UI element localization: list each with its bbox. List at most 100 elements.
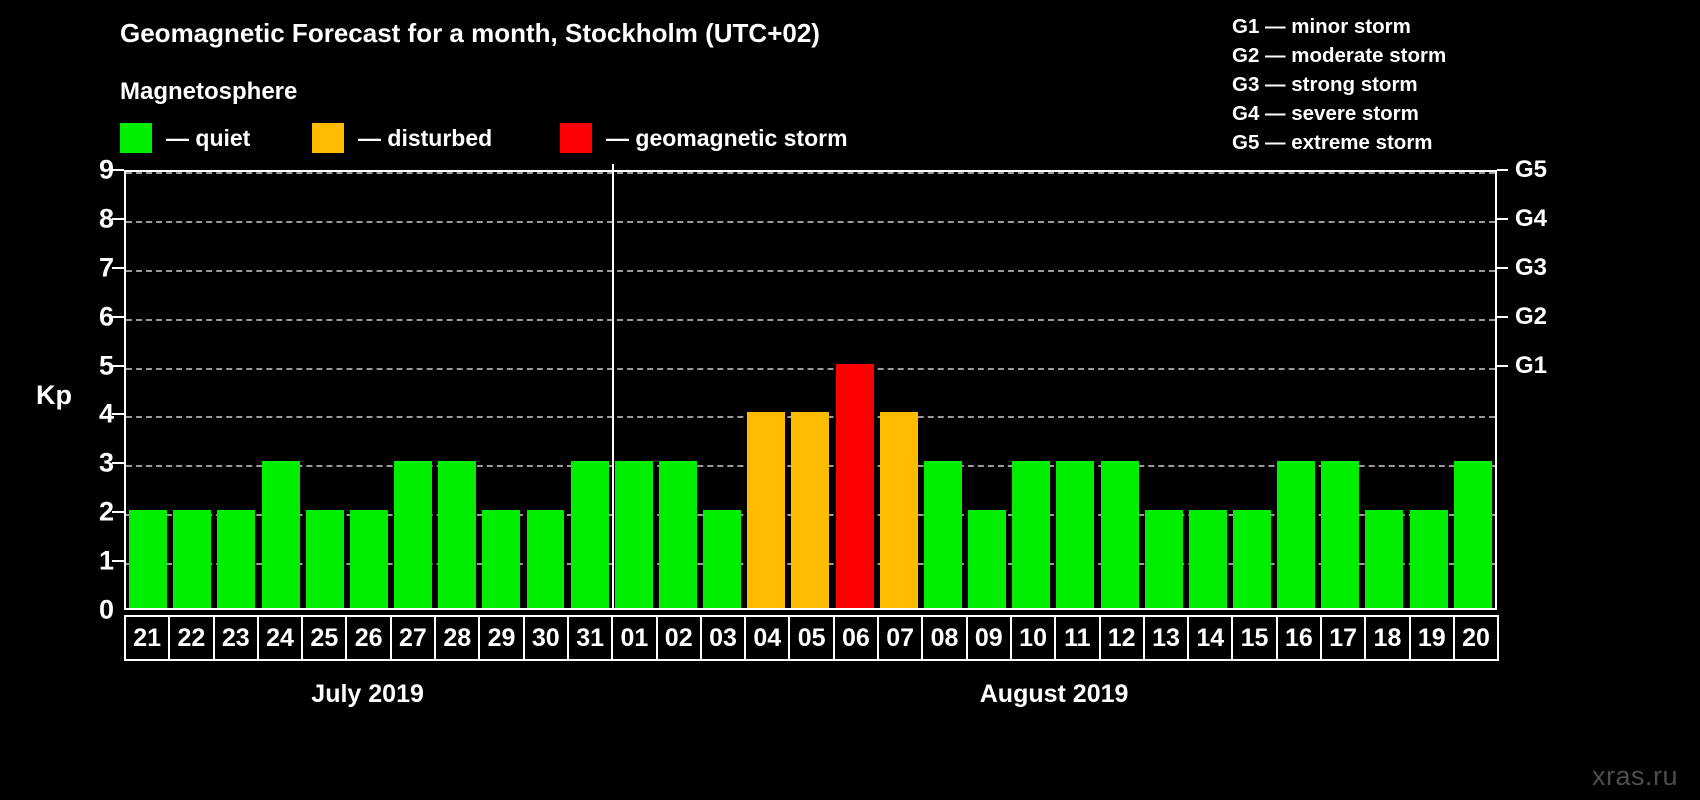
day-label-18[interactable]: 18 [1364, 615, 1411, 661]
bar-slot-08[interactable] [921, 172, 965, 608]
g-scale-row-5: G5 — extreme storm [1232, 131, 1433, 154]
bar-02[interactable] [658, 461, 697, 608]
day-label-26[interactable]: 26 [345, 615, 392, 661]
bar-slot-20[interactable] [1451, 172, 1495, 608]
day-label-24[interactable]: 24 [256, 615, 304, 661]
bar-slot-22[interactable] [170, 172, 214, 608]
day-label-22[interactable]: 22 [168, 615, 215, 661]
day-label-14[interactable]: 14 [1187, 615, 1234, 661]
bar-slot-11[interactable] [1053, 172, 1097, 608]
day-label-10[interactable]: 10 [1009, 615, 1057, 661]
day-label-11[interactable]: 11 [1054, 615, 1101, 661]
day-label-15[interactable]: 15 [1231, 615, 1278, 661]
bar-slot-14[interactable] [1186, 172, 1230, 608]
bar-slot-27[interactable] [391, 172, 435, 608]
bar-17[interactable] [1321, 461, 1360, 608]
day-label-30[interactable]: 30 [522, 615, 569, 661]
bar-01[interactable] [614, 461, 653, 608]
bar-29[interactable] [482, 510, 521, 608]
day-label-04[interactable]: 04 [744, 615, 791, 661]
bar-28[interactable] [438, 461, 477, 608]
day-label-27[interactable]: 27 [389, 615, 437, 661]
bar-22[interactable] [173, 510, 212, 608]
day-label-29[interactable]: 29 [478, 615, 525, 661]
day-label-25[interactable]: 25 [301, 615, 348, 661]
bar-24[interactable] [261, 461, 300, 608]
bar-slot-30[interactable] [523, 172, 567, 608]
y-tick-mark-2 [112, 511, 124, 514]
bar-slot-06[interactable] [833, 172, 877, 608]
bar-slot-21[interactable] [126, 172, 170, 608]
bar-26[interactable] [349, 510, 388, 608]
day-label-20[interactable]: 20 [1452, 615, 1500, 661]
bar-slot-26[interactable] [347, 172, 391, 608]
bar-slot-12[interactable] [1097, 172, 1141, 608]
day-label-03[interactable]: 03 [699, 615, 747, 661]
bar-25[interactable] [305, 510, 344, 608]
bar-slot-23[interactable] [214, 172, 258, 608]
y-tick-label-7: 7 [98, 252, 114, 283]
bar-20[interactable] [1453, 461, 1492, 608]
bar-10[interactable] [1012, 461, 1051, 608]
bar-07[interactable] [879, 412, 918, 608]
bar-slot-05[interactable] [788, 172, 832, 608]
bar-slot-17[interactable] [1318, 172, 1362, 608]
day-label-07[interactable]: 07 [877, 615, 924, 661]
bar-12[interactable] [1100, 461, 1139, 608]
legend-swatch-quiet [120, 123, 152, 153]
bar-slot-07[interactable] [877, 172, 921, 608]
day-label-02[interactable]: 02 [655, 615, 702, 661]
bar-31[interactable] [570, 461, 609, 608]
day-label-12[interactable]: 12 [1098, 615, 1145, 661]
day-label-21[interactable]: 21 [124, 615, 171, 661]
month-label-2: August 2019 [979, 680, 1129, 708]
day-label-13[interactable]: 13 [1142, 615, 1190, 661]
bar-slot-28[interactable] [435, 172, 479, 608]
bar-04[interactable] [747, 412, 786, 608]
bar-18[interactable] [1365, 510, 1404, 608]
bar-slot-02[interactable] [656, 172, 700, 608]
bar-slot-24[interactable] [258, 172, 302, 608]
bar-slot-31[interactable] [568, 172, 612, 608]
legend-item-quiet: — quiet [120, 122, 250, 154]
day-label-17[interactable]: 17 [1320, 615, 1367, 661]
day-label-16[interactable]: 16 [1275, 615, 1323, 661]
bar-slot-19[interactable] [1407, 172, 1451, 608]
bar-06[interactable] [835, 363, 874, 608]
bar-slot-18[interactable] [1362, 172, 1406, 608]
bar-slot-10[interactable] [1009, 172, 1053, 608]
bar-slot-04[interactable] [744, 172, 788, 608]
bar-15[interactable] [1233, 510, 1271, 608]
bar-16[interactable] [1277, 461, 1316, 608]
day-label-31[interactable]: 31 [566, 615, 614, 661]
bar-08[interactable] [923, 461, 962, 608]
bar-19[interactable] [1409, 510, 1448, 608]
bar-slot-01[interactable] [612, 172, 656, 608]
bar-slot-03[interactable] [700, 172, 744, 608]
bar-14[interactable] [1188, 510, 1227, 608]
bar-slot-25[interactable] [303, 172, 347, 608]
day-label-08[interactable]: 08 [921, 615, 968, 661]
bar-slot-15[interactable] [1230, 172, 1274, 608]
day-label-28[interactable]: 28 [434, 615, 481, 661]
bar-slot-16[interactable] [1274, 172, 1318, 608]
bar-09[interactable] [968, 510, 1007, 608]
bar-11[interactable] [1056, 461, 1095, 608]
day-label-09[interactable]: 09 [965, 615, 1012, 661]
bar-13[interactable] [1144, 510, 1183, 608]
bar-05[interactable] [791, 412, 830, 608]
bar-27[interactable] [394, 461, 432, 608]
bar-slot-29[interactable] [479, 172, 523, 608]
day-label-06[interactable]: 06 [832, 615, 880, 661]
day-label-05[interactable]: 05 [788, 615, 835, 661]
bar-23[interactable] [217, 510, 256, 608]
bar-slot-13[interactable] [1142, 172, 1186, 608]
day-label-19[interactable]: 19 [1408, 615, 1455, 661]
bar-30[interactable] [526, 510, 565, 608]
day-label-01[interactable]: 01 [611, 615, 658, 661]
g-scale-row-4: G4 — severe storm [1232, 102, 1419, 125]
day-label-23[interactable]: 23 [212, 615, 259, 661]
bar-03[interactable] [703, 510, 742, 608]
bar-slot-09[interactable] [965, 172, 1009, 608]
bar-21[interactable] [129, 510, 168, 608]
